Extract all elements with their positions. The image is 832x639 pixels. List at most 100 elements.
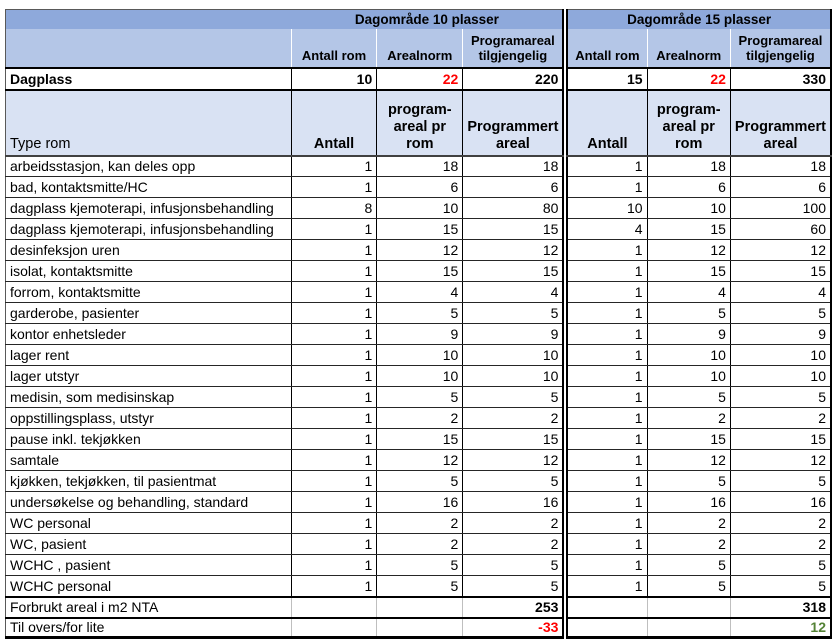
empty-cell[interactable] [376,617,464,639]
antall-cell-s1[interactable]: 1 [291,470,378,492]
room-type-cell[interactable]: oppstillingsplass, utstyr [5,407,292,429]
antall-cell-s1[interactable]: 1 [291,386,378,408]
programmert-cell-s2[interactable]: 5 [730,302,832,324]
pr-rom-cell-s2[interactable]: 10 [647,365,731,387]
corner-cell[interactable] [5,9,292,29]
empty-cell[interactable] [566,617,648,639]
programmert-cell-s2[interactable]: 100 [730,197,832,219]
programmert-cell-s1[interactable]: 12 [462,449,565,471]
antall-cell-s1[interactable]: 1 [291,533,378,555]
room-type-cell[interactable]: kjøkken, tekjøkken, til pasientmat [5,470,292,492]
antall-cell-s2[interactable]: 1 [566,428,648,450]
empty-cell[interactable] [291,617,378,639]
antall-rom-header-s2[interactable]: Antall rom [566,28,648,69]
overs-value-s2[interactable]: 12 [730,617,832,639]
programmert-cell-s1[interactable]: 5 [462,575,565,597]
room-type-cell[interactable]: garderobe, pasienter [5,302,292,324]
antall-cell-s1[interactable]: 1 [291,239,378,261]
antall-col-header-s1[interactable]: Antall [291,89,378,157]
programmert-cell-s1[interactable]: 16 [462,491,565,513]
pr-rom-cell-s2[interactable]: 4 [647,281,731,303]
programmert-cell-s2[interactable]: 12 [730,449,832,471]
programmert-cell-s2[interactable]: 60 [730,218,832,240]
type-rom-header[interactable]: Type rom [5,89,292,157]
room-type-cell[interactable]: desinfeksjon uren [5,239,292,261]
antall-cell-s1[interactable]: 1 [291,344,378,366]
programmert-cell-s2[interactable]: 15 [730,260,832,282]
programmert-col-header-s1[interactable]: Programmert areal [462,89,565,157]
antall-cell-s1[interactable]: 1 [291,260,378,282]
programmert-cell-s2[interactable]: 10 [730,365,832,387]
programareal-header-s1[interactable]: Programareal tilgjengelig [462,28,565,69]
arealnorm-header-s2[interactable]: Arealnorm [647,28,731,69]
programmert-cell-s1[interactable]: 15 [462,428,565,450]
antall-cell-s2[interactable]: 1 [566,512,648,534]
pr-rom-cell-s1[interactable]: 6 [376,176,464,198]
programmert-cell-s1[interactable]: 80 [462,197,565,219]
section-title-15[interactable]: Dagområde 15 plasser [566,9,832,29]
room-type-cell[interactable]: samtale [5,449,292,471]
pr-rom-cell-s2[interactable]: 10 [647,197,731,219]
pr-rom-cell-s1[interactable]: 18 [376,155,464,177]
programmert-cell-s1[interactable]: 5 [462,302,565,324]
programmert-cell-s2[interactable]: 6 [730,176,832,198]
programmert-cell-s2[interactable]: 5 [730,554,832,576]
antall-rom-header-s1[interactable]: Antall rom [291,28,378,69]
pr-rom-cell-s1[interactable]: 9 [376,323,464,345]
dagplass-areal-s1[interactable]: 220 [462,67,565,91]
pr-rom-cell-s1[interactable]: 10 [376,197,464,219]
room-type-cell[interactable]: dagplass kjemoterapi, infusjonsbehandlin… [5,218,292,240]
antall-cell-s2[interactable]: 1 [566,365,648,387]
programmert-cell-s1[interactable]: 5 [462,386,565,408]
programmert-cell-s1[interactable]: 6 [462,176,565,198]
pr-rom-cell-s2[interactable]: 12 [647,449,731,471]
antall-cell-s1[interactable]: 1 [291,512,378,534]
programmert-cell-s2[interactable]: 9 [730,323,832,345]
programmert-cell-s1[interactable]: 4 [462,281,565,303]
programmert-cell-s1[interactable]: 15 [462,260,565,282]
programmert-cell-s1[interactable]: 5 [462,554,565,576]
antall-cell-s2[interactable]: 1 [566,323,648,345]
subheader-empty-cell[interactable] [5,28,292,69]
room-type-cell[interactable]: lager rent [5,344,292,366]
pr-rom-cell-s2[interactable]: 5 [647,554,731,576]
programmert-cell-s2[interactable]: 5 [730,575,832,597]
pr-rom-col-header-s2[interactable]: program-areal pr rom [647,89,731,157]
room-type-cell[interactable]: kontor enhetsleder [5,323,292,345]
room-type-cell[interactable]: undersøkelse og behandling, standard [5,491,292,513]
programareal-header-s2[interactable]: Programareal tilgjengelig [730,28,832,69]
pr-rom-cell-s2[interactable]: 5 [647,302,731,324]
antall-cell-s1[interactable]: 1 [291,365,378,387]
dagplass-label[interactable]: Dagplass [5,67,292,91]
antall-cell-s1[interactable]: 1 [291,575,378,597]
room-type-cell[interactable]: WCHC , pasient [5,554,292,576]
overs-label[interactable]: Til overs/for lite [5,617,292,639]
room-type-cell[interactable]: WCHC personal [5,575,292,597]
pr-rom-cell-s2[interactable]: 16 [647,491,731,513]
antall-cell-s1[interactable]: 1 [291,281,378,303]
antall-cell-s2[interactable]: 1 [566,344,648,366]
pr-rom-cell-s1[interactable]: 10 [376,344,464,366]
pr-rom-cell-s2[interactable]: 18 [647,155,731,177]
antall-cell-s1[interactable]: 1 [291,449,378,471]
pr-rom-cell-s2[interactable]: 15 [647,218,731,240]
programmert-cell-s2[interactable]: 18 [730,155,832,177]
forbrukt-label[interactable]: Forbrukt areal i m2 NTA [5,595,292,619]
room-type-cell[interactable]: forrom, kontaktsmitte [5,281,292,303]
pr-rom-cell-s1[interactable]: 5 [376,386,464,408]
antall-cell-s1[interactable]: 1 [291,155,378,177]
pr-rom-cell-s2[interactable]: 5 [647,470,731,492]
pr-rom-cell-s2[interactable]: 15 [647,260,731,282]
antall-cell-s2[interactable]: 1 [566,533,648,555]
section-title-10[interactable]: Dagområde 10 plasser [291,9,565,29]
forbrukt-total-s1[interactable]: 253 [462,595,565,619]
antall-cell-s2[interactable]: 1 [566,155,648,177]
room-type-cell[interactable]: lager utstyr [5,365,292,387]
programmert-cell-s1[interactable]: 10 [462,344,565,366]
antall-cell-s1[interactable]: 1 [291,428,378,450]
programmert-cell-s2[interactable]: 12 [730,239,832,261]
programmert-cell-s2[interactable]: 4 [730,281,832,303]
pr-rom-cell-s2[interactable]: 5 [647,386,731,408]
room-type-cell[interactable]: isolat, kontaktsmitte [5,260,292,282]
antall-cell-s1[interactable]: 1 [291,218,378,240]
